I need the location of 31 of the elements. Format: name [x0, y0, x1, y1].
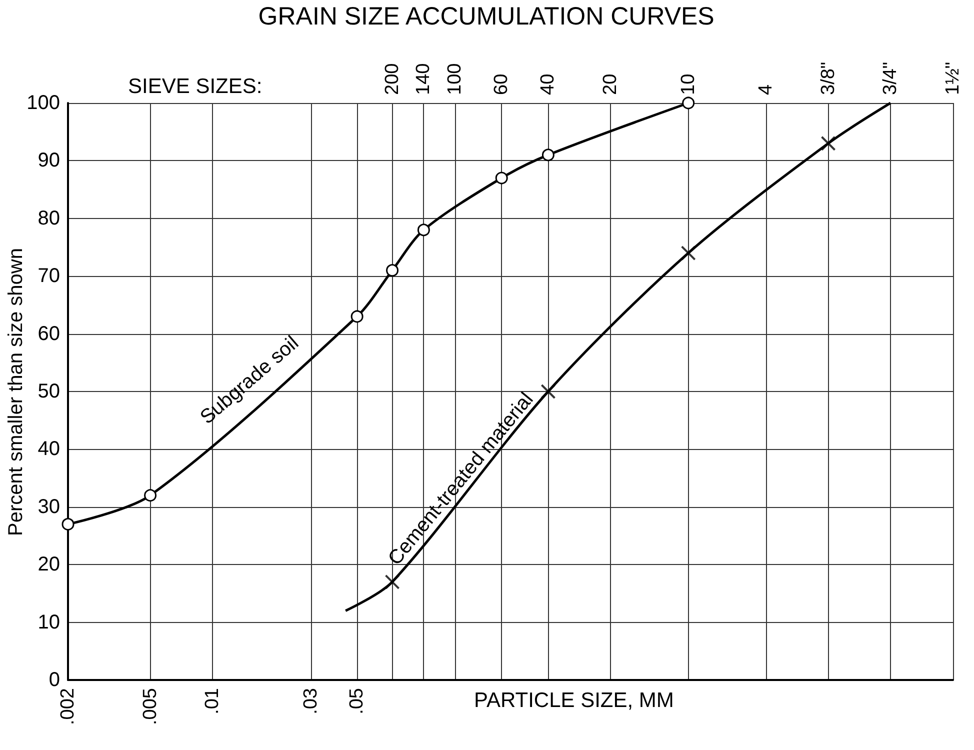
y-tick-label: 90 — [38, 150, 60, 172]
y-tick-label: 30 — [38, 496, 60, 518]
y-tick-label: 100 — [26, 92, 60, 114]
x-tick-label: .005 — [140, 688, 161, 725]
text: 20 — [600, 74, 621, 95]
y-tick-label: 80 — [38, 207, 60, 230]
y-axis-title: Percent smaller than size shown — [5, 248, 27, 536]
y-tick-label: 0 — [48, 669, 60, 691]
text: 10 — [678, 74, 699, 95]
x-tick-label: .01 — [202, 688, 224, 714]
y-tick-label: 40 — [38, 438, 60, 460]
x-tick-label: .03 — [300, 688, 322, 714]
x-tick-label: .002 — [58, 688, 78, 725]
text: SIEVE SIZES: — [128, 75, 262, 98]
y-tick-label: 60 — [38, 322, 60, 345]
text: 1½" — [942, 62, 964, 95]
text: 3/4" — [880, 62, 902, 95]
y-tick-label: 20 — [38, 554, 60, 576]
text: 40 — [538, 74, 559, 95]
text: 3/8" — [818, 62, 839, 95]
chart-title: GRAIN SIZE ACCUMULATION CURVES — [258, 2, 714, 30]
y-tick-label: 70 — [38, 265, 60, 288]
y-tick-label: 50 — [38, 380, 60, 402]
text: 60 — [491, 74, 512, 95]
x-axis-title: PARTICLE SIZE, MM — [474, 689, 674, 712]
x-tick-label: .05 — [346, 688, 368, 714]
text: 4 — [756, 84, 777, 95]
text: 140 — [413, 63, 434, 95]
text: 100 — [444, 63, 466, 95]
text: 200 — [382, 63, 403, 95]
y-tick-label: 10 — [38, 611, 60, 634]
